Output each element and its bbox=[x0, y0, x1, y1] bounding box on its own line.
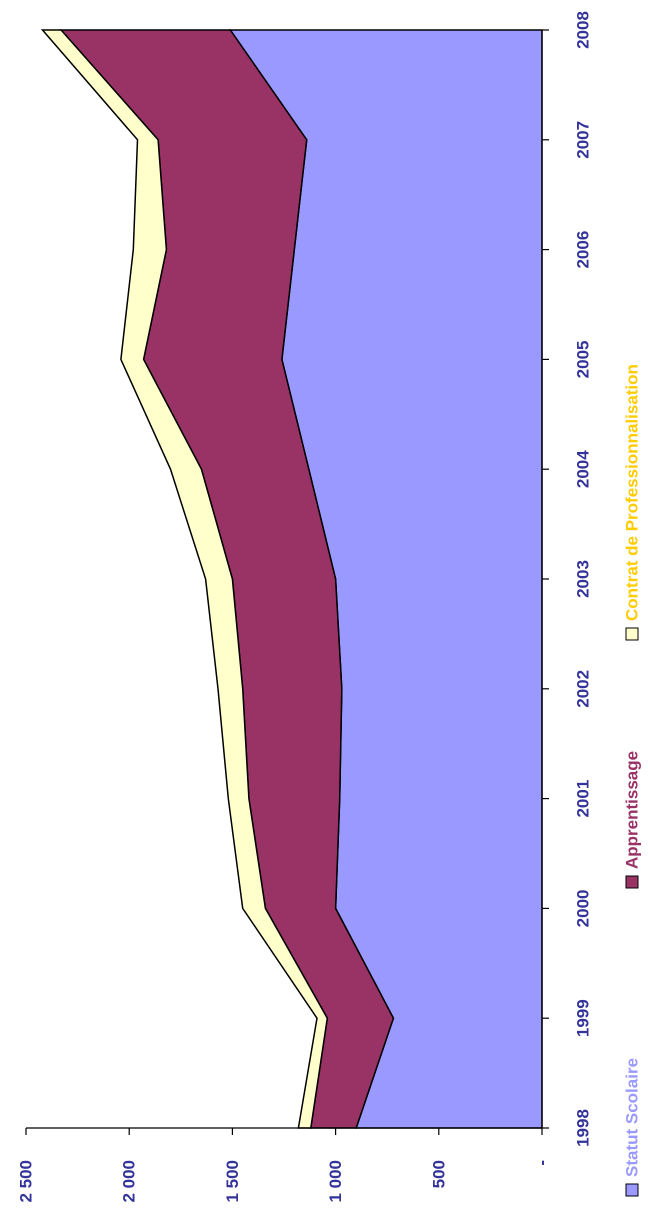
category-tick-label: 2001 bbox=[574, 780, 593, 818]
area-series-3 bbox=[40, 29, 329, 1129]
value-tick-label: - bbox=[533, 1160, 552, 1166]
category-tick-label: 2007 bbox=[574, 121, 593, 159]
value-tick-label: 2 500 bbox=[17, 1160, 36, 1203]
legend: Statut Scolaire Apprentissage Contrat de P… bbox=[623, 364, 642, 1197]
legend-swatch bbox=[625, 627, 639, 641]
category-axis-tick-labels: 1998 1999 2000 2001 2002 2003 2004 2005 2006 2007… bbox=[574, 11, 593, 1147]
category-tick-label: 2008 bbox=[574, 11, 593, 49]
category-tick-label: 2004 bbox=[574, 450, 593, 488]
category-tick-label: 1998 bbox=[574, 1109, 593, 1147]
category-tick-label: 2005 bbox=[574, 340, 593, 378]
legend-label: Statut Scolaire bbox=[623, 1058, 642, 1177]
category-tick-label: 2006 bbox=[574, 231, 593, 269]
value-tick-label: 2 000 bbox=[120, 1160, 139, 1203]
legend-swatch bbox=[625, 875, 639, 889]
category-tick-label: 1999 bbox=[574, 999, 593, 1037]
area-layer bbox=[40, 29, 543, 1129]
legend-label: Contrat de Professionnalisation bbox=[623, 364, 642, 621]
category-tick-label: 2000 bbox=[574, 889, 593, 927]
value-axis-tick-labels: - 500 1 000 1 500 2 000 2 500 bbox=[17, 1160, 552, 1203]
category-tick-label: 2003 bbox=[574, 560, 593, 598]
value-tick-label: 500 bbox=[429, 1160, 448, 1188]
legend-swatch bbox=[625, 1183, 639, 1197]
category-tick-label: 2002 bbox=[574, 670, 593, 708]
value-tick-label: 1 000 bbox=[326, 1160, 345, 1203]
axes-layer bbox=[25, 29, 549, 1135]
legend-label: Apprentissage bbox=[623, 751, 642, 869]
value-tick-label: 1 500 bbox=[223, 1160, 242, 1203]
